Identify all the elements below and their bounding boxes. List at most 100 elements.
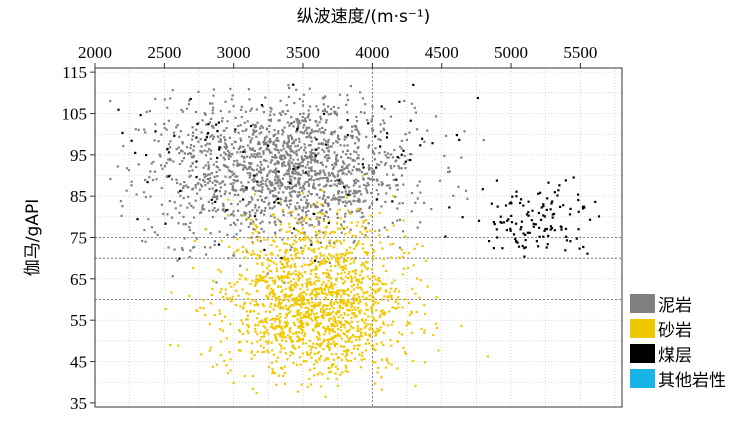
data-point [319, 355, 322, 358]
data-point [353, 297, 356, 300]
data-point [357, 138, 360, 141]
data-point [227, 198, 230, 201]
data-point [389, 187, 392, 190]
data-point [337, 328, 340, 331]
data-point [330, 145, 333, 148]
data-point [252, 123, 255, 126]
data-point [278, 112, 281, 115]
data-point [380, 388, 383, 391]
data-point [297, 163, 300, 166]
data-point [342, 289, 345, 293]
data-point [255, 209, 258, 212]
data-point [382, 323, 385, 326]
data-point [292, 172, 295, 175]
data-point [255, 289, 259, 293]
data-point [556, 194, 559, 197]
data-point [265, 340, 268, 343]
data-point [189, 97, 192, 101]
x-axis: 2000 2500 3000 3500 4000 4500 5000 5500 [78, 43, 597, 68]
data-point [318, 121, 321, 124]
data-point [405, 138, 409, 141]
data-point [339, 305, 342, 308]
data-point [280, 182, 283, 185]
data-point [379, 287, 382, 290]
data-point [321, 272, 325, 275]
data-point [312, 305, 315, 308]
data-point [215, 189, 218, 192]
data-point [244, 166, 248, 169]
data-point [192, 131, 195, 134]
data-point [211, 287, 214, 290]
data-point [340, 289, 343, 292]
data-point [371, 127, 374, 130]
data-point [338, 93, 342, 96]
data-point [307, 170, 310, 173]
data-point [365, 251, 368, 254]
data-point [263, 209, 266, 212]
data-point [279, 335, 282, 338]
data-point [314, 187, 317, 190]
data-point [326, 272, 329, 275]
data-point [312, 249, 315, 252]
data-point [347, 186, 350, 189]
data-point [304, 236, 307, 240]
data-point [466, 197, 469, 200]
data-point [356, 344, 359, 347]
data-point [279, 315, 282, 319]
data-point [333, 110, 336, 113]
data-point [266, 342, 269, 345]
data-point [344, 187, 347, 190]
data-point [390, 167, 393, 170]
data-point [286, 265, 289, 268]
data-point [360, 288, 363, 291]
data-point [338, 190, 341, 193]
data-point [358, 190, 362, 193]
data-point [356, 320, 359, 323]
data-point [524, 233, 527, 236]
data-point [190, 144, 193, 147]
data-point [344, 280, 347, 283]
data-point [339, 252, 342, 256]
data-point [324, 185, 327, 188]
data-point [335, 140, 338, 143]
data-point [275, 167, 278, 170]
data-point [228, 176, 231, 179]
data-point [302, 206, 305, 209]
data-point [374, 291, 377, 294]
data-point [259, 279, 262, 282]
data-point [390, 344, 393, 347]
data-point [448, 170, 451, 173]
data-point [313, 352, 316, 355]
data-point [273, 372, 276, 375]
data-point [344, 321, 348, 324]
data-point [367, 122, 370, 125]
data-point [329, 208, 332, 211]
data-point [306, 385, 309, 388]
data-point [365, 219, 368, 222]
data-point [163, 165, 167, 168]
data-point [328, 261, 331, 264]
data-point [377, 330, 380, 333]
data-point [280, 326, 283, 329]
data-point [232, 221, 236, 224]
data-point [119, 199, 122, 203]
data-point [200, 145, 203, 148]
data-point [336, 175, 339, 178]
data-point [297, 218, 300, 221]
data-point [341, 353, 344, 356]
data-point [277, 151, 280, 154]
data-point [309, 262, 312, 265]
data-point [313, 363, 316, 366]
data-point [137, 163, 140, 166]
data-point [295, 154, 298, 157]
data-point [399, 145, 402, 148]
data-point [167, 246, 170, 249]
data-point [352, 296, 355, 299]
data-point [269, 189, 272, 192]
data-point [255, 303, 258, 306]
data-point [278, 321, 281, 324]
data-point [245, 340, 249, 343]
data-point [247, 326, 250, 329]
data-point [273, 195, 276, 198]
data-point [330, 293, 333, 296]
